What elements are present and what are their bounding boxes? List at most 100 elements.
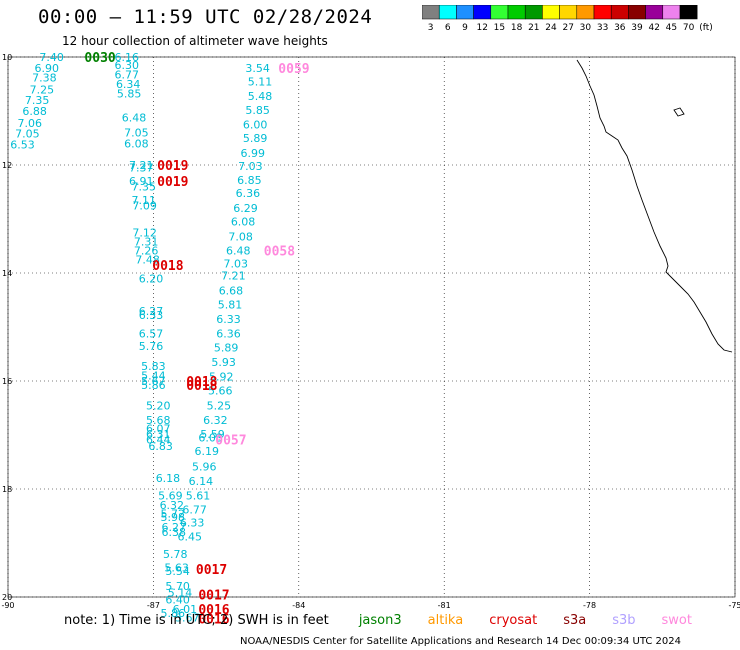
mission-cryosat: cryosat: [489, 613, 538, 628]
wave-height-value: 5.81: [218, 298, 243, 311]
wave-height-value: 5.69: [158, 489, 183, 502]
wave-height-value: 6.30: [114, 59, 139, 72]
wave-height-value: 5.14: [168, 587, 193, 600]
wave-height-value: 5.76: [139, 340, 164, 353]
pass-time-label: 0030: [84, 51, 115, 66]
wave-height-value: 6.85: [237, 174, 262, 187]
wave-height-value: 5.11: [248, 75, 273, 88]
wave-height-value: 6.18: [156, 472, 181, 485]
wave-height-value: 5.20: [146, 399, 171, 412]
wave-height-value: 5.93: [211, 356, 236, 369]
lat-tick-label: 10: [2, 53, 12, 62]
lon-tick-label: -84: [292, 601, 305, 610]
pass-time-label: 0019: [157, 159, 188, 174]
wave-height-value: 5.67: [141, 375, 166, 388]
pass-time-label: 0018: [152, 259, 183, 274]
scale-label: 45: [666, 23, 677, 33]
wave-height-value: 5.85: [117, 88, 142, 101]
scale-label: 18: [511, 23, 523, 33]
wave-height-value: 6.19: [194, 445, 219, 458]
scale-label: 9: [462, 23, 468, 33]
wave-height-value: 7.21: [129, 159, 154, 172]
pass-time-label: 0059: [278, 62, 309, 77]
wave-height-value: 7.40: [39, 51, 64, 64]
wave-height-value: 6.53: [10, 138, 35, 151]
wave-height-value: 6.08: [124, 137, 149, 150]
lat-tick-label: 18: [2, 485, 12, 494]
wave-height-value: 6.33: [180, 516, 205, 529]
wave-height-value: 5.92: [209, 371, 234, 384]
wave-height-value: 6.38: [162, 526, 187, 539]
wave-height-value: 6.00: [243, 119, 268, 132]
wave-height-value: 6.77: [182, 504, 207, 517]
wave-height-value: 6.48: [122, 111, 147, 124]
wave-height-value: 6.33: [139, 309, 164, 322]
wave-height-value: 7.05: [15, 128, 40, 141]
wave-height-value: 6.45: [178, 531, 203, 544]
pass-time-label: 0019: [157, 175, 188, 190]
wave-height-value: 6.08: [231, 216, 256, 229]
wave-height-value: 7.31: [134, 236, 159, 249]
mission-jason3: jason3: [358, 613, 402, 628]
wave-height-value: 5.54: [165, 565, 190, 578]
wave-height-value: 6.44: [146, 433, 171, 446]
wave-height-value: 6.14: [189, 475, 214, 488]
wave-height-value: 5.86: [161, 607, 186, 620]
wave-height-value: 5.85: [245, 104, 270, 117]
wave-height-value: 7.11: [131, 194, 156, 207]
scale-label: 27: [562, 23, 573, 33]
wave-height-value: 6.36: [236, 187, 261, 200]
mission-s3a: s3a: [563, 613, 587, 628]
lat-tick-label: 14: [2, 269, 12, 278]
pass-time-label: 0017: [196, 563, 227, 578]
wave-height-value: 5.98: [161, 511, 186, 524]
pass-time-label: 0018: [186, 375, 217, 390]
wave-height-value: 7.05: [124, 127, 149, 140]
scale-label: 3: [428, 23, 434, 33]
wave-height-value: 6.27: [139, 305, 164, 318]
wave-height-value: 6.03: [198, 432, 223, 445]
wave-height-value: 7.09: [132, 200, 157, 213]
wave-height-value: 6.57: [139, 327, 164, 340]
lat-tick-label: 16: [2, 377, 12, 386]
wave-height-value: 7.08: [228, 230, 253, 243]
lon-tick-label: -87: [147, 601, 160, 610]
wave-height-value: 5.68: [146, 414, 171, 427]
wave-height-value: 5.70: [165, 580, 190, 593]
wave-height-value: 6.34: [116, 78, 141, 91]
mission-s3b: s3b: [612, 613, 636, 628]
wave-height-value: 6.16: [114, 51, 139, 64]
wave-height-value: 6.01: [173, 603, 198, 616]
wave-height-value: 7.12: [132, 227, 157, 240]
wave-height-value: 5.59: [200, 428, 225, 441]
wave-height-value: 5.66: [208, 385, 233, 398]
scale-label: 36: [614, 23, 626, 33]
scale-label: 42: [648, 23, 659, 33]
wave-height-value: 6.83: [148, 440, 173, 453]
scale-label: 12: [476, 23, 487, 33]
wave-height-value: 6.33: [216, 313, 241, 326]
pass-time-label: 0017: [198, 588, 229, 603]
map-frame: [7, 56, 736, 598]
wave-height-value: 6.20: [139, 272, 164, 285]
wave-height-value: 6.68: [219, 284, 244, 297]
wave-height-value: 6.36: [216, 327, 241, 340]
wave-height-value: 6.07: [146, 423, 171, 436]
wave-height-value: 5.67: [175, 612, 200, 625]
wave-height-value: 7.37: [129, 162, 154, 175]
scale-label: 24: [545, 23, 557, 33]
pass-time-label: 0058: [264, 244, 295, 259]
wave-height-value: 6.29: [233, 202, 258, 215]
scale-label: 15: [494, 23, 505, 33]
scale-label: 21: [528, 23, 539, 33]
pass-time-label: 0016: [198, 603, 229, 618]
map-subtitle: 12 hour collection of altimeter wave hei…: [62, 34, 328, 48]
color-scale-legend: 3 6 9 12 15 18 21 24 27 30 33 36 39 42 45 70 (ft): [422, 5, 713, 33]
pass-time-label: 0057: [215, 433, 246, 448]
wave-height-value: 3.54: [245, 62, 270, 75]
lon-tick-label: -78: [583, 601, 596, 610]
pass-time-label: 0016: [198, 613, 229, 628]
scale-unit: (ft): [699, 23, 713, 33]
wave-height-value: 6.27: [162, 521, 187, 534]
